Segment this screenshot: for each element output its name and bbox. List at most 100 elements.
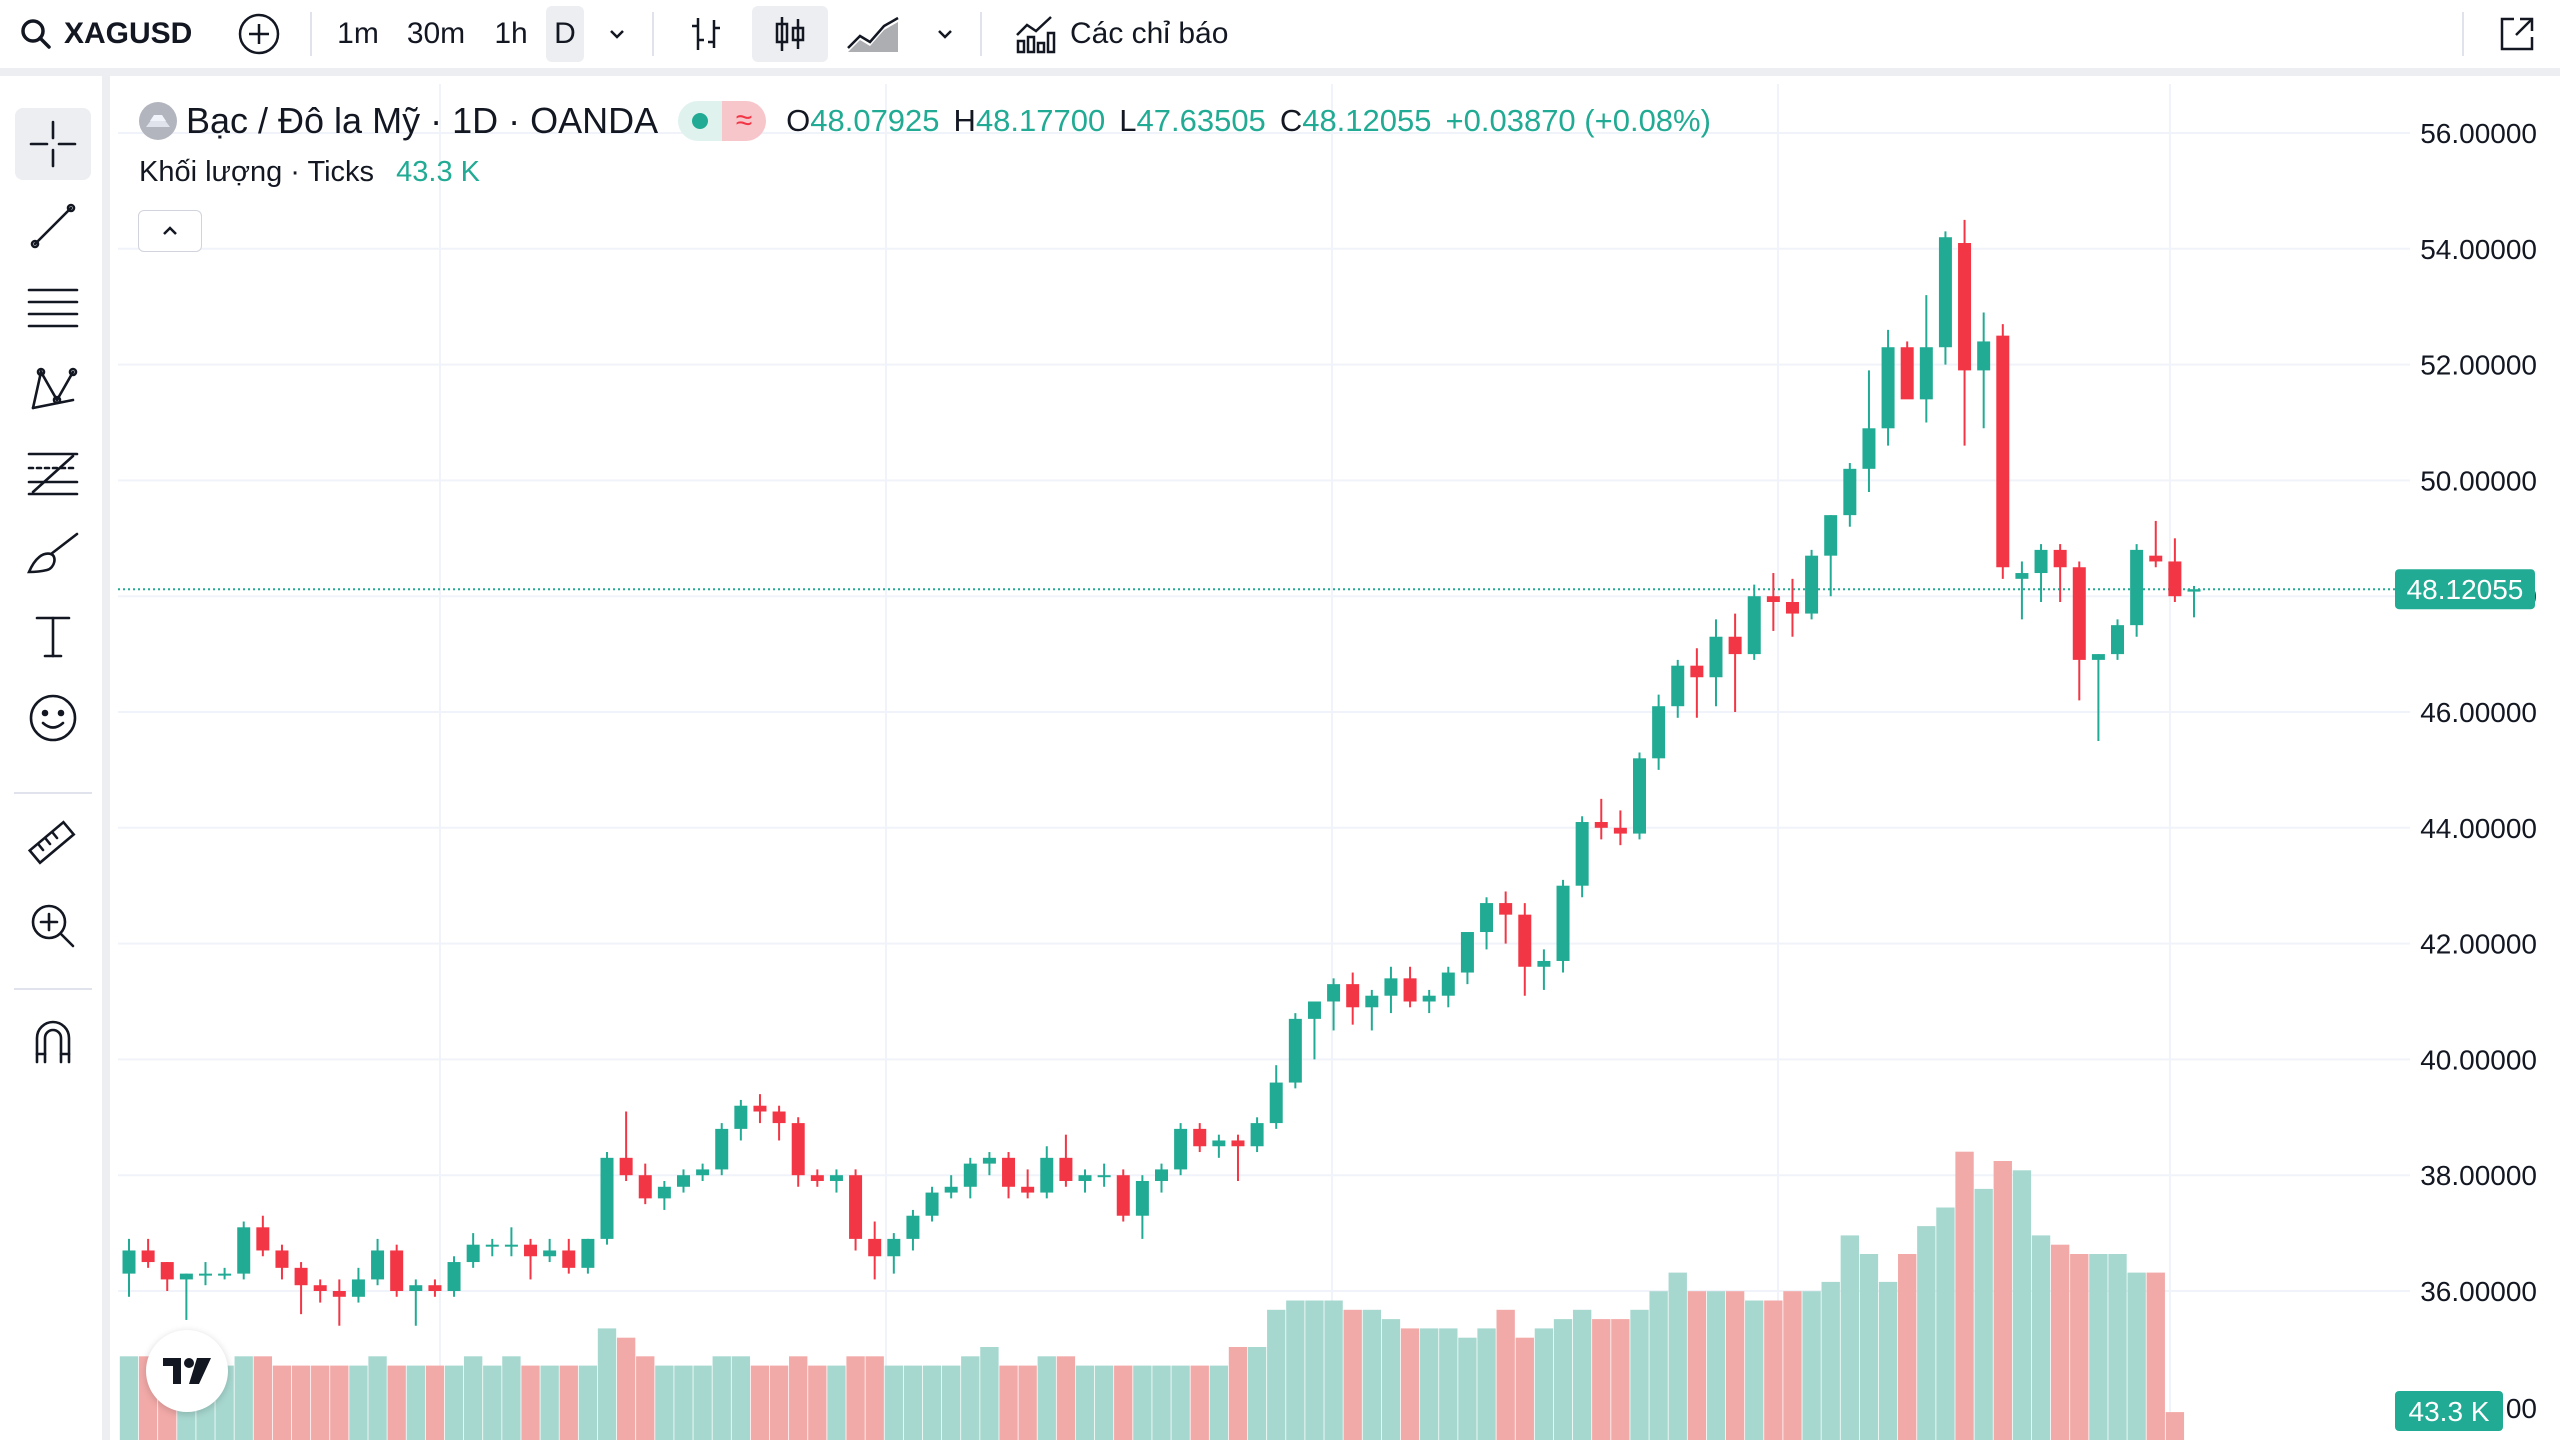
last-price-label: 48.12055 [2407,574,2524,605]
interval-1m[interactable]: 1m [337,17,379,50]
volume-bar [2089,1254,2108,1440]
candle-body [1288,1018,1302,1083]
candle-body [1403,978,1417,1002]
interval-1h[interactable]: 1h [494,17,528,50]
candle-body [466,1244,480,1263]
legend-status-toggle[interactable]: ≈ [678,101,767,141]
y-axis-tick-label: 40.00000 [2420,1044,2537,1075]
area-chart-icon [847,16,899,52]
volume-bar [1305,1300,1324,1440]
candle-body [1766,596,1780,602]
zoom-tool[interactable] [15,890,91,962]
crosshair-tool[interactable] [15,108,91,180]
candle-body [1059,1157,1073,1181]
volume-bar [1114,1365,1133,1440]
candle-body [868,1238,882,1257]
pattern-tool[interactable] [15,354,91,426]
volume-bar [1802,1291,1821,1440]
collapse-legend-button[interactable] [138,210,202,252]
candle-body [1154,1169,1169,1181]
magnet-tool[interactable] [15,1006,91,1078]
area-style-button[interactable] [846,0,900,68]
volume-bar [712,1356,731,1440]
volume-bar [1649,1291,1668,1440]
horizontal-lines-tool[interactable] [15,272,91,344]
candle-body [1040,1157,1054,1193]
candle-body [715,1128,729,1170]
candle-body [447,1262,461,1291]
fib-retracement-icon [27,452,79,496]
brush-tool[interactable] [15,518,91,590]
y-axis-tick-label: 38.00000 [2420,1160,2537,1191]
tradingview-logo[interactable] [146,1330,228,1412]
candle-body [696,1169,710,1176]
volume-bar [1324,1300,1343,1440]
market-open-dot-icon [692,113,709,129]
candle-body [1613,827,1627,834]
volume-bar [808,1365,827,1440]
candle-body [753,1105,767,1112]
volume-bar [1993,1161,2012,1440]
y-axis-tick-label: 44.00000 [2420,813,2537,844]
volume-bar [1496,1309,1515,1440]
search-icon [21,19,51,49]
volume-bar [1878,1281,1898,1440]
toolbar-divider [14,988,92,990]
candle-body [1594,822,1608,828]
volume-bar [1974,1188,1993,1440]
magnet-icon [35,1020,71,1064]
symbol-legend: Bạc / Đô la Mỹ · 1D · OANDA ≈ O48.07925 … [138,100,1711,142]
volume-legend-value: 43.3 K [396,156,480,188]
volume-bar [750,1365,770,1440]
candle-body [504,1244,518,1247]
volume-bar [1133,1365,1152,1440]
candle-body [925,1192,939,1216]
volume-bar [1725,1291,1745,1440]
interval-d[interactable]: D [546,6,584,62]
candle-body [849,1175,863,1239]
candle-body [1747,596,1761,655]
volume-bar [1171,1365,1190,1440]
open-in-new-window-button[interactable] [2496,0,2538,68]
candle-body [887,1238,901,1257]
toolbar-divider [980,12,982,56]
volume-bar [559,1365,578,1440]
volume-bar [502,1356,521,1440]
candle-body [1709,636,1723,678]
interval-30m[interactable]: 30m [406,17,466,50]
volume-bar [1783,1291,1802,1440]
emoji-tool[interactable] [15,682,91,754]
fib-tool[interactable] [15,436,91,508]
high-value: 48.17700 [975,103,1106,138]
volume-bar [2146,1272,2165,1440]
y-axis-tick-label: 36.00000 [2420,1276,2537,1307]
text-tool[interactable] [15,600,91,672]
volume-bar [865,1356,884,1440]
chart-type-dropdown[interactable] [930,0,960,68]
candle-body [1212,1140,1226,1147]
volume-bar [1247,1347,1267,1440]
zoom-in-icon [31,904,75,948]
ruler-tool[interactable] [15,808,91,880]
indicators-button[interactable]: Các chỉ báo [1014,0,1228,68]
volume-bar [272,1365,292,1440]
candles-style-button[interactable] [752,6,828,62]
candle-body [1441,972,1455,996]
candle-body [1365,995,1379,1008]
trend-line-tool[interactable] [15,190,91,262]
candle-body [179,1273,193,1280]
compare-symbol-button[interactable] [236,0,282,68]
candle-body [2091,654,2105,660]
volume-bar [1534,1328,1554,1440]
candle-body [1518,914,1532,967]
add-circle-icon [238,13,280,55]
volume-bar [1420,1328,1439,1440]
candle-body [581,1238,595,1268]
bar-style-button[interactable] [686,0,726,68]
candle-body [1785,601,1799,614]
candle-body [237,1227,251,1274]
symbol-search[interactable]: XAGUSD [18,0,192,68]
interval-dropdown[interactable] [602,0,632,68]
low-value: 47.63505 [1136,103,1266,138]
